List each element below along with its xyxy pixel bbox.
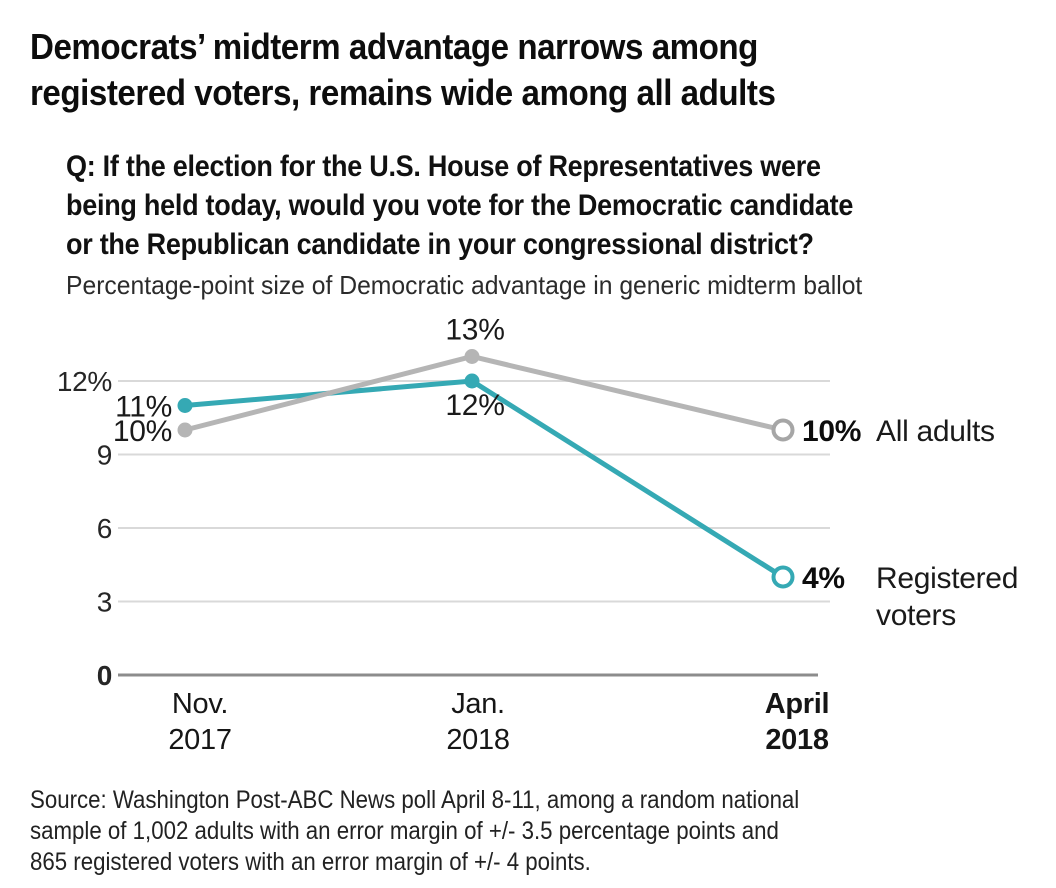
y-tick-label: 9 bbox=[97, 440, 112, 471]
y-tick-label: 12% bbox=[57, 366, 112, 397]
x-tick-label: 2017 bbox=[168, 724, 231, 756]
poll-question-line1: Q: If the election for the U.S. House of… bbox=[66, 150, 821, 183]
poll-question-line3: or the Republican candidate in your cong… bbox=[66, 228, 814, 261]
x-tick-label: Jan. bbox=[451, 688, 505, 720]
point-registered-voters bbox=[177, 398, 193, 413]
series-name-label-registered-voters: Registered bbox=[876, 562, 1018, 595]
point-label-registered-voters: 12% bbox=[445, 389, 504, 422]
x-tick-label: April bbox=[765, 688, 830, 720]
chart-headline: Democrats’ midterm advantage narrows amo… bbox=[30, 24, 776, 116]
end-value-label-all-adults: 10% bbox=[802, 415, 861, 448]
point-label-all-adults: 13% bbox=[445, 314, 504, 347]
y-tick-label: 6 bbox=[97, 513, 112, 544]
source-note: Source: Washington Post-ABC News poll Ap… bbox=[30, 785, 799, 878]
chart-headline-line2: registered voters, remains wide among al… bbox=[30, 72, 776, 113]
point-all-adults bbox=[464, 349, 480, 364]
chart-subtitle: Percentage-point size of Democratic adva… bbox=[66, 270, 863, 300]
x-tick-label: Nov. bbox=[172, 688, 228, 720]
point-label-all-adults: 10% bbox=[113, 415, 172, 448]
poll-question: Q: If the election for the U.S. House of… bbox=[66, 147, 853, 264]
end-point-all-adults bbox=[771, 418, 795, 442]
source-note-line2: sample of 1,002 adults with an error mar… bbox=[30, 817, 779, 845]
midterm-chart: 0 3 6 9 12% Nov. 2017 Jan. 2018 April 2018 10% 13% 10… bbox=[57, 314, 1019, 757]
series-name-label-registered-voters: voters bbox=[876, 599, 956, 632]
end-point-registered-voters bbox=[771, 565, 795, 589]
y-tick-label: 3 bbox=[97, 587, 112, 618]
point-label-registered-voters: 11% bbox=[115, 391, 172, 424]
poll-question-line2: being held today, would you vote for the… bbox=[66, 189, 854, 222]
source-note-line3: 865 registered voters with an error marg… bbox=[30, 848, 591, 876]
x-tick-label: 2018 bbox=[446, 724, 509, 756]
source-note-line1: Source: Washington Post-ABC News poll Ap… bbox=[30, 786, 800, 814]
point-registered-voters bbox=[464, 373, 480, 389]
point-all-adults bbox=[177, 422, 193, 438]
chart-headline-line1: Democrats’ midterm advantage narrows amo… bbox=[30, 26, 758, 67]
y-tick-label: 0 bbox=[97, 660, 112, 691]
end-value-label-registered-voters: 4% bbox=[802, 562, 845, 595]
series-name-label-all-adults: All adults bbox=[876, 415, 995, 448]
x-tick-label: 2018 bbox=[765, 724, 828, 756]
